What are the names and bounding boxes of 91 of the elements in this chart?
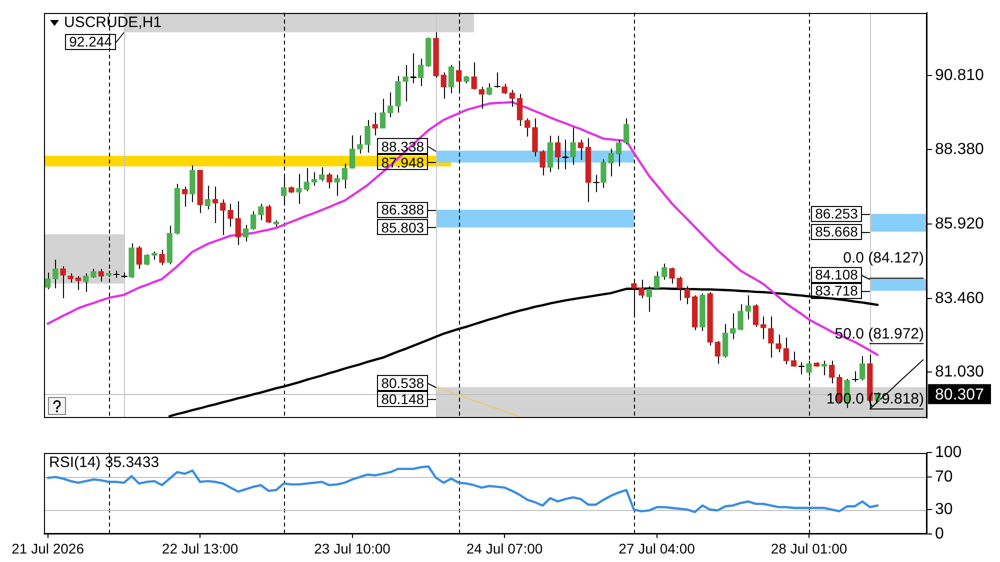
y-tick-label: 100 xyxy=(935,444,962,462)
candlestick xyxy=(90,268,96,278)
candlestick xyxy=(296,173,302,204)
candlestick xyxy=(159,249,165,266)
candlestick xyxy=(669,267,675,284)
x-tick-label: 22 Jul 13:00 xyxy=(162,540,238,556)
candlestick xyxy=(242,224,249,242)
candlestick xyxy=(859,356,866,381)
candlestick xyxy=(372,112,378,136)
candlestick xyxy=(204,185,210,210)
candlestick xyxy=(388,92,394,118)
candlestick xyxy=(182,186,188,208)
annotation: 50.0 (81.972) xyxy=(834,325,924,342)
y-tick-label: 0 xyxy=(935,525,944,542)
candlestick xyxy=(829,360,835,384)
candlestick xyxy=(790,351,797,368)
x-tick-label: 23 Jul 10:00 xyxy=(314,540,391,556)
candlestick xyxy=(714,340,720,364)
candlestick xyxy=(60,266,66,299)
candlestick xyxy=(220,198,226,236)
candlestick xyxy=(319,166,325,182)
candlestick xyxy=(776,334,782,353)
candlestick xyxy=(357,134,363,154)
candlestick xyxy=(608,148,614,177)
y-tick-label: 30 xyxy=(935,500,953,518)
candlestick xyxy=(471,62,477,90)
annotation: 85.668 xyxy=(815,223,858,240)
candlestick xyxy=(349,134,356,169)
candlestick xyxy=(821,360,828,376)
candlestick xyxy=(738,304,744,331)
y-tick-label: 88.380 xyxy=(935,140,984,158)
y-tick-label: 81.030 xyxy=(935,364,984,381)
candlestick xyxy=(745,294,751,320)
candlestick xyxy=(509,89,515,108)
candlestick xyxy=(662,263,668,280)
candlestick xyxy=(212,186,218,224)
candlestick xyxy=(304,168,310,192)
candlestick xyxy=(311,172,318,186)
annotation: 92.244 xyxy=(69,33,112,50)
candlestick xyxy=(730,312,736,340)
y-tick-label: 90.810 xyxy=(935,67,984,84)
x-tick-label: 28 Jul 01:00 xyxy=(770,540,848,556)
candlestick xyxy=(83,272,89,292)
candlestick xyxy=(364,119,370,154)
candlestick xyxy=(136,246,142,270)
annotation: 80.148 xyxy=(381,390,424,407)
candlestick xyxy=(760,316,766,340)
candlestick xyxy=(380,98,386,129)
chart-title: USCRUDE,H1 xyxy=(64,14,162,32)
candlestick xyxy=(616,139,622,167)
x-tick-label: 24 Jul 07:00 xyxy=(466,540,543,556)
candlestick xyxy=(235,200,241,246)
candlestick xyxy=(578,139,584,160)
candlestick xyxy=(144,254,150,266)
annotation: 86.388 xyxy=(381,202,424,218)
candlestick xyxy=(326,172,332,189)
annotation: 84.108 xyxy=(815,266,858,283)
chart-title: RSI(14) 35.3433 xyxy=(49,454,160,472)
candlestick xyxy=(250,210,256,230)
candlestick xyxy=(258,203,264,221)
annotation: 80.538 xyxy=(381,374,424,391)
candlestick xyxy=(752,304,759,328)
candlestick xyxy=(783,337,790,365)
candlestick xyxy=(623,118,630,145)
candlestick xyxy=(516,93,523,127)
candlestick xyxy=(448,64,454,94)
candlestick xyxy=(266,204,272,224)
candlestick xyxy=(722,324,728,358)
candlestick xyxy=(478,86,485,110)
candlestick xyxy=(228,203,234,228)
x-tick-label: 21 Jul 2026 xyxy=(12,540,84,556)
ref-line-label: 80.307 xyxy=(935,386,984,404)
annotation: 85.803 xyxy=(381,219,424,236)
annotation: 0.0 (84.127) xyxy=(843,249,924,266)
candlestick xyxy=(554,135,561,170)
y-tick-label: 83.460 xyxy=(935,290,984,307)
candlestick xyxy=(98,268,104,282)
y-tick-label: 85.920 xyxy=(935,215,984,232)
x-tick-label: 27 Jul 04:00 xyxy=(618,540,696,556)
y-tick-label: 70 xyxy=(935,468,953,486)
candlestick xyxy=(540,150,546,176)
candlestick xyxy=(52,259,58,289)
annotation: 86.253 xyxy=(815,206,858,222)
candlestick xyxy=(334,174,340,196)
annotation: 83.718 xyxy=(815,282,858,299)
candlestick xyxy=(524,118,530,138)
candlestick xyxy=(486,82,492,96)
candlestick xyxy=(75,276,82,291)
candlestick xyxy=(440,72,446,100)
candlestick xyxy=(768,316,774,358)
candlestick xyxy=(342,163,348,189)
